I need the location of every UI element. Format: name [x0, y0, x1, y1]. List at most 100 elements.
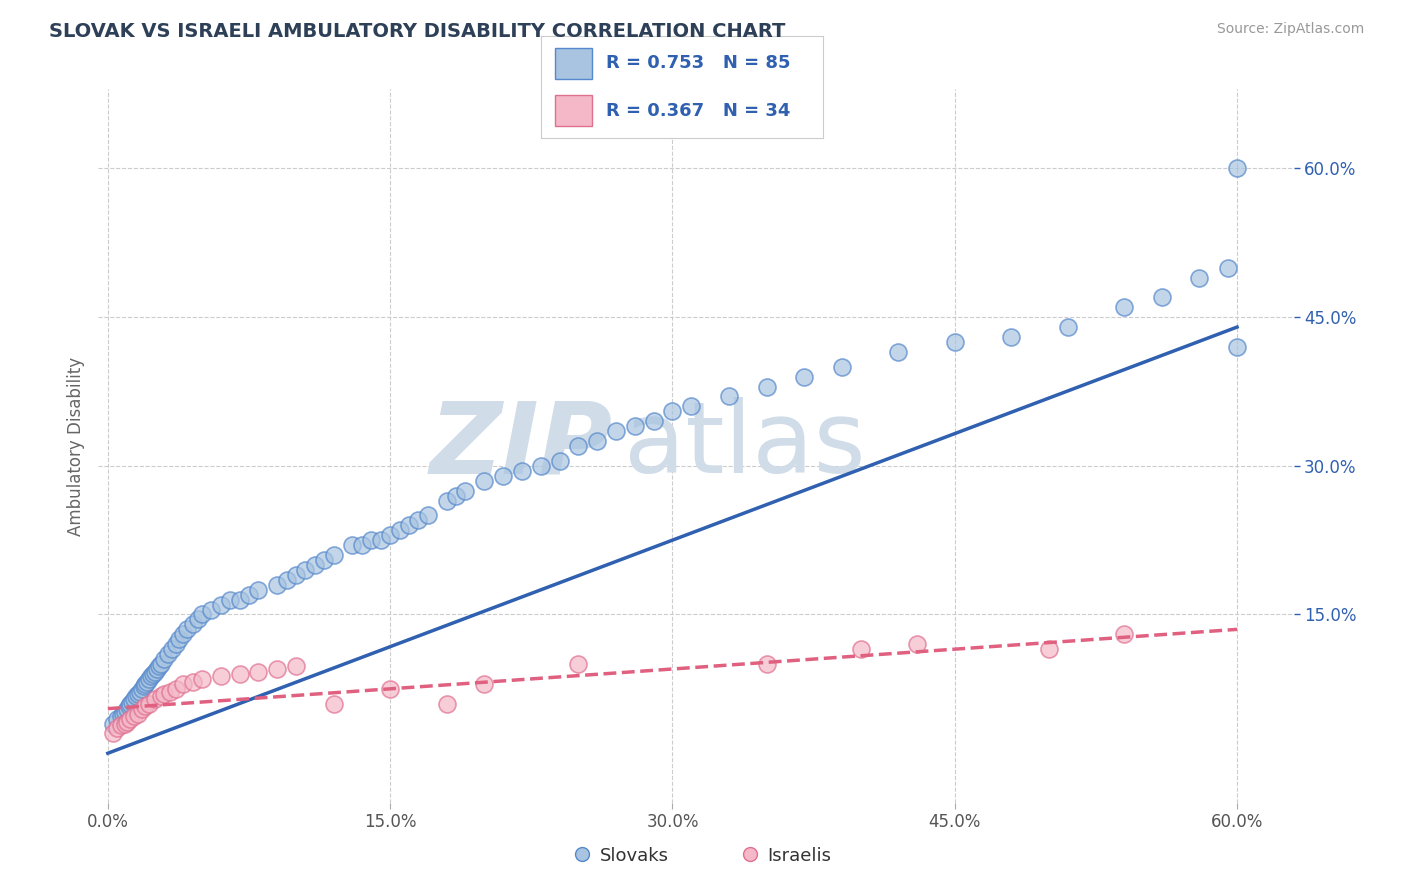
Point — [436, 493, 458, 508]
Point — [755, 657, 778, 671]
Point — [127, 687, 149, 701]
Point — [454, 483, 477, 498]
Point — [131, 701, 153, 715]
Point — [117, 698, 139, 713]
Point — [681, 400, 703, 414]
Point — [120, 697, 142, 711]
Point — [153, 652, 176, 666]
Point — [103, 716, 125, 731]
Point — [200, 602, 222, 616]
Point — [110, 718, 132, 732]
Point — [187, 612, 209, 626]
Point — [444, 489, 467, 503]
Text: R = 0.753   N = 85: R = 0.753 N = 85 — [606, 54, 790, 72]
Point — [143, 665, 166, 679]
Point — [266, 578, 288, 592]
Point — [492, 468, 515, 483]
Point — [266, 662, 288, 676]
Point — [176, 623, 198, 637]
Point — [228, 592, 250, 607]
Point — [623, 419, 645, 434]
Point — [859, 828, 882, 842]
Point — [128, 685, 150, 699]
Point — [510, 464, 533, 478]
Point — [114, 716, 136, 731]
Point — [276, 573, 298, 587]
Point — [398, 518, 420, 533]
Point — [181, 617, 204, 632]
Point — [943, 334, 966, 349]
Point — [1188, 270, 1211, 285]
Point — [567, 657, 589, 671]
Point — [114, 705, 136, 719]
Point — [350, 538, 373, 552]
Point — [1150, 290, 1173, 304]
Point — [472, 474, 495, 488]
Point — [160, 642, 183, 657]
Point — [127, 706, 149, 721]
Point — [191, 672, 214, 686]
Point — [115, 701, 138, 715]
Point — [181, 674, 204, 689]
Point — [131, 681, 153, 696]
Point — [887, 344, 910, 359]
Point — [548, 454, 571, 468]
Point — [1226, 340, 1249, 354]
Point — [209, 598, 232, 612]
Point — [139, 669, 162, 683]
Point — [1114, 300, 1136, 314]
Point — [1056, 320, 1078, 334]
Point — [849, 642, 872, 657]
Point — [247, 665, 270, 679]
Point — [145, 662, 167, 676]
Point — [436, 697, 458, 711]
Point — [717, 389, 740, 403]
Point — [1122, 828, 1144, 842]
Point — [831, 359, 853, 374]
Point — [148, 659, 170, 673]
Point — [228, 667, 250, 681]
Point — [120, 712, 142, 726]
Point — [294, 563, 316, 577]
Point — [605, 424, 627, 438]
Point — [121, 695, 143, 709]
Point — [149, 689, 172, 703]
Point — [111, 706, 134, 721]
Point — [342, 538, 364, 552]
Point — [567, 439, 589, 453]
Point — [132, 679, 155, 693]
Point — [122, 691, 145, 706]
Point — [755, 379, 778, 393]
Point — [472, 677, 495, 691]
Point — [643, 414, 665, 428]
Point — [157, 647, 180, 661]
Point — [172, 677, 194, 691]
Point — [314, 553, 336, 567]
Point — [530, 458, 553, 473]
Text: Israelis: Israelis — [768, 847, 832, 865]
Point — [1226, 161, 1249, 176]
Point — [378, 681, 401, 696]
Point — [165, 681, 187, 696]
Point — [285, 659, 308, 673]
Point — [219, 592, 242, 607]
Point — [370, 533, 392, 548]
Point — [322, 697, 344, 711]
Point — [322, 548, 344, 562]
Point — [1000, 330, 1022, 344]
Point — [209, 669, 232, 683]
Text: atlas: atlas — [624, 398, 866, 494]
Point — [169, 632, 191, 647]
Point — [110, 708, 132, 723]
Y-axis label: Ambulatory Disability: Ambulatory Disability — [66, 357, 84, 535]
Point — [285, 567, 308, 582]
Point — [159, 685, 181, 699]
Point — [416, 508, 439, 523]
Point — [304, 558, 326, 572]
Point — [105, 712, 128, 726]
Text: Slovaks: Slovaks — [600, 847, 669, 865]
Point — [165, 637, 187, 651]
Point — [142, 667, 165, 681]
Point — [138, 672, 160, 686]
FancyBboxPatch shape — [555, 95, 592, 126]
